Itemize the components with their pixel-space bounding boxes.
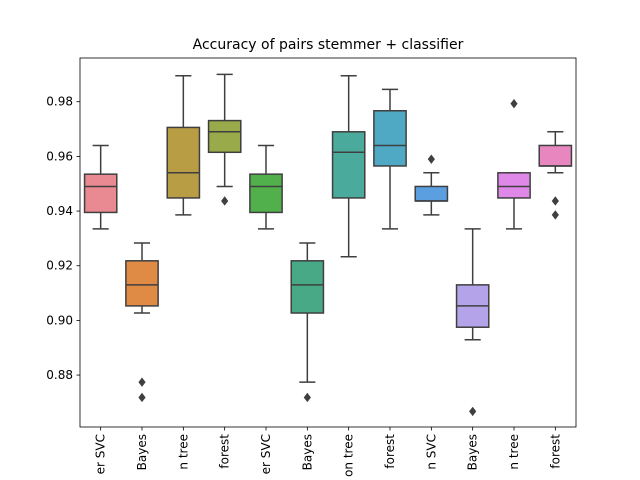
box-group — [125, 242, 159, 403]
box-group — [497, 98, 531, 230]
x-tick-label: forest — [218, 434, 232, 469]
box-group — [455, 228, 490, 417]
x-axis: er SVC Bayes n tree forest er SVC Bayes on tre… — [94, 427, 562, 477]
y-tick-label: 0.98 — [46, 95, 73, 109]
x-tick-label: Bayes — [135, 434, 149, 470]
x-tick-label: n SVC — [424, 434, 438, 470]
box-iqr — [207, 119, 242, 154]
box-iqr — [125, 260, 159, 307]
box-iqr — [83, 173, 118, 214]
x-tick-label: n tree — [507, 434, 521, 470]
box-group — [373, 88, 407, 230]
outlier-point — [221, 196, 229, 206]
y-tick-label: 0.94 — [46, 204, 73, 218]
outlier-point — [427, 154, 435, 164]
box-iqr — [497, 172, 531, 199]
y-tick-label: 0.96 — [46, 149, 73, 163]
x-tick-label: Bayes — [466, 434, 480, 470]
box-iqr — [538, 144, 573, 167]
x-tick-label: forest — [383, 434, 397, 469]
x-tick-label: on tree — [342, 434, 356, 477]
box-iqr — [290, 260, 325, 314]
x-tick-label: er SVC — [259, 434, 273, 474]
box-group — [83, 144, 118, 230]
y-tick-label: 0.90 — [46, 313, 73, 327]
box-group — [538, 131, 573, 220]
box-group — [331, 75, 366, 258]
box-iqr — [249, 173, 283, 214]
box-group — [166, 75, 201, 216]
x-tick-label: Bayes — [300, 434, 314, 470]
boxes-layer — [83, 73, 573, 417]
y-tick-label: 0.88 — [46, 368, 73, 382]
box-iqr — [373, 110, 407, 167]
box-iqr — [166, 126, 201, 199]
outlier-point — [551, 196, 559, 206]
y-axis: 0.88 0.90 0.92 0.94 0.96 0.98 — [46, 95, 80, 382]
y-tick-label: 0.92 — [46, 259, 73, 273]
outlier-point — [469, 406, 477, 417]
box-group — [414, 154, 449, 216]
box-group — [290, 242, 325, 403]
chart-title: Accuracy of pairs stemmer + classifier — [193, 37, 464, 53]
outlier-point — [303, 392, 311, 403]
outlier-point — [138, 377, 146, 387]
x-tick-label: er SVC — [94, 434, 108, 474]
outlier-point — [510, 98, 518, 109]
box-group — [207, 73, 242, 206]
plot-frame — [79, 57, 577, 428]
box-iqr — [331, 131, 366, 199]
box-group — [249, 144, 283, 230]
x-tick-label: forest — [548, 434, 562, 469]
x-tick-label: n tree — [176, 434, 190, 470]
box-iqr — [414, 185, 449, 202]
outlier-point — [551, 210, 559, 220]
outlier-point — [138, 392, 146, 403]
